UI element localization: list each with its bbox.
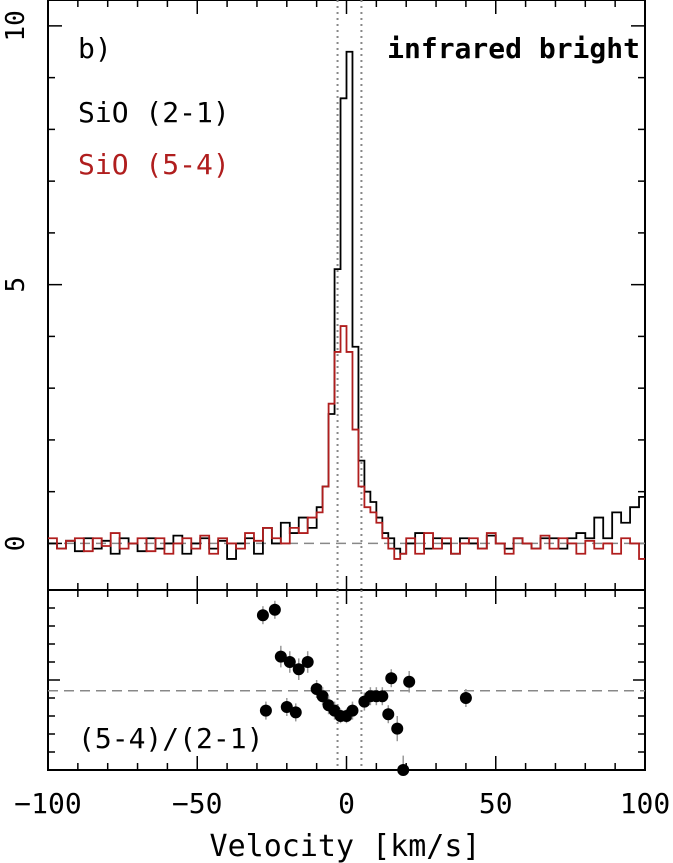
panel-label: b) (78, 32, 112, 65)
ratio-point (385, 672, 398, 685)
ratio-point (382, 708, 395, 721)
legend-entry-sio54: SiO (5-4) (78, 148, 230, 181)
x-axis-label: Velocity [km/s] (210, 829, 481, 863)
ratio-point (346, 704, 359, 717)
ratio-point (403, 675, 416, 688)
ratio-point (292, 663, 305, 676)
ratio-point (280, 701, 293, 713)
ratio-point (259, 704, 272, 717)
ratio-panel: −100 −50 0 50 100 (14, 589, 671, 820)
ratio-label: (5-4)/(2-1) (78, 722, 263, 755)
ratio-point (289, 706, 302, 719)
spectrum-panel: 0 5 10 (1, 0, 646, 591)
y-tick-label: 0 (1, 536, 31, 552)
x-tick-label: 0 (338, 787, 355, 820)
ratio-point (256, 609, 269, 622)
ratio-point (397, 764, 410, 776)
y-tick-label: 10 (1, 10, 31, 41)
ratio-point (391, 722, 404, 735)
sio54-spectrum-line (48, 325, 645, 560)
ratio-point (268, 603, 281, 616)
annotation-infrared-bright: infrared bright (387, 32, 640, 65)
legend-entry-sio21: SiO (2-1) (78, 96, 230, 129)
x-tick-label: −50 (172, 787, 223, 820)
ratio-point (459, 692, 472, 704)
ratio-point (316, 690, 329, 703)
x-tick-label: 100 (620, 787, 671, 820)
x-tick-label: 50 (479, 787, 513, 820)
ratio-point (274, 650, 287, 663)
ratio-point (376, 690, 389, 703)
y-tick-label: 5 (1, 277, 31, 293)
ratio-point (283, 656, 296, 668)
ratio-point (301, 656, 314, 668)
x-tick-label: −100 (14, 787, 81, 820)
